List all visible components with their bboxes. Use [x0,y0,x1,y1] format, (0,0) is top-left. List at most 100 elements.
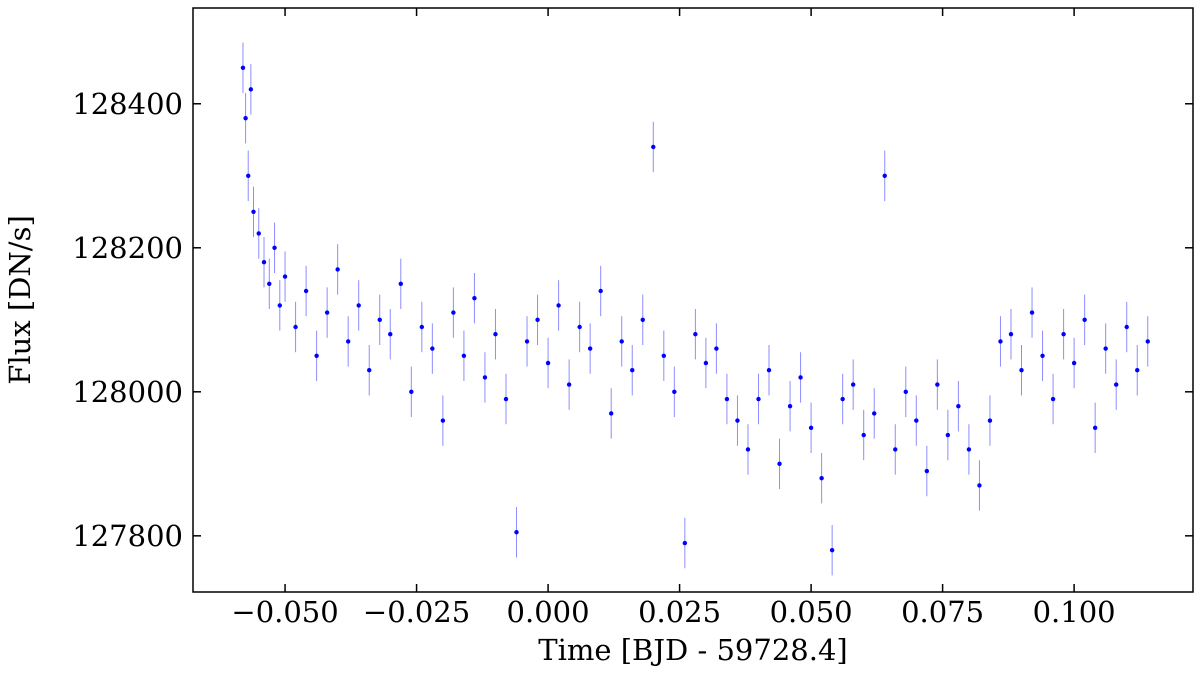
point [493,332,498,337]
point [367,368,372,373]
point [545,360,551,366]
point [956,404,961,409]
point [724,396,730,402]
point [640,317,645,323]
point [945,432,951,438]
point [924,468,930,474]
point [1113,382,1119,387]
point [777,461,782,467]
point [1092,425,1098,431]
y-tick-label: 127800 [72,519,183,553]
point [246,173,251,178]
point [566,382,572,387]
y-tick-label: 128400 [72,87,183,121]
y-tick-label: 128200 [72,231,183,265]
point [735,418,740,423]
point [377,317,382,323]
x-tick-label: 0.075 [901,595,984,629]
y-axis-label: Flux [DN/s] [3,215,37,385]
point [1040,353,1045,359]
point [787,404,793,409]
x-tick-label: −0.025 [363,595,470,629]
point [850,382,856,387]
x-tick-label: 0.100 [1033,595,1116,629]
point [829,548,835,553]
point [345,339,351,344]
point [556,303,561,308]
point [861,432,866,438]
point [324,310,330,315]
point [882,173,887,178]
point [248,87,254,92]
plot-frame [192,7,1194,593]
point [251,209,256,214]
point [451,310,456,315]
point [1050,396,1056,402]
point [535,317,540,323]
point [277,303,282,308]
point [840,396,845,402]
point [1029,310,1035,315]
point [303,288,309,294]
point [1124,324,1129,330]
point [314,353,319,359]
point [661,353,667,359]
point [1061,332,1066,337]
point [1008,332,1014,337]
point [808,425,814,431]
point [524,339,530,344]
x-tick-label: 0.000 [507,595,590,629]
point [1071,360,1077,366]
point [914,418,919,423]
point [903,389,908,395]
point [587,346,593,351]
point [440,418,446,423]
point [514,530,519,535]
point [1135,368,1140,373]
point [872,411,877,416]
point [745,447,751,452]
point [819,476,824,481]
point [893,447,898,452]
point [240,65,246,70]
point [293,324,298,330]
point [388,332,393,337]
point [472,295,477,301]
point [577,324,582,330]
point [682,540,688,546]
point [1019,368,1024,373]
point [1103,346,1108,351]
point [282,274,288,279]
point [756,396,761,402]
point [630,368,635,373]
point [461,353,467,359]
point [1082,317,1087,323]
point [482,375,488,380]
point [798,375,803,380]
point [703,360,709,366]
point [430,346,435,351]
point [609,411,614,416]
point [693,332,698,337]
point [243,115,248,121]
x-tick-label: −0.050 [231,595,338,629]
point [398,281,403,286]
point [766,368,772,373]
y-tick-label: 128000 [72,375,183,409]
point [714,346,719,351]
point [503,396,509,402]
point [998,339,1003,344]
point [419,324,425,330]
point [651,144,656,150]
point [935,382,940,387]
point [619,339,624,344]
x-tick-label: 0.050 [770,595,853,629]
point [1145,339,1150,344]
point [672,389,677,395]
point [409,389,414,395]
point [267,281,272,286]
point [598,288,603,294]
point [966,447,972,452]
